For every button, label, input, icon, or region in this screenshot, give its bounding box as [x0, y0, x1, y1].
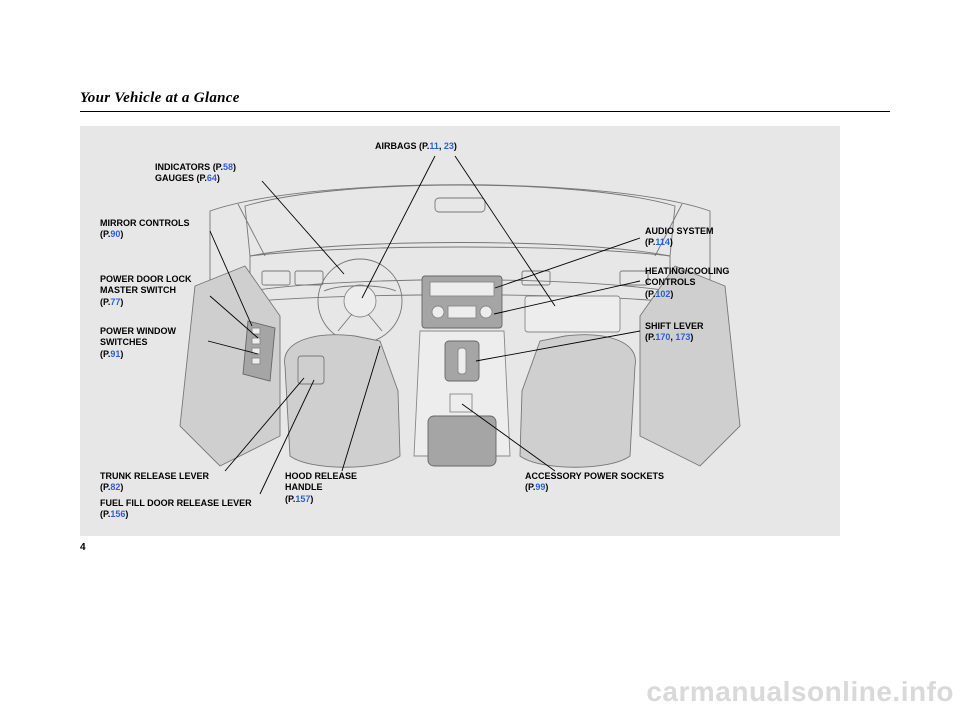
label-text: POWER DOOR LOCK: [100, 274, 192, 284]
label-text: AIRBAGS: [375, 141, 417, 151]
label-text: HANDLE: [285, 482, 323, 492]
label-paren: (P.90): [100, 229, 123, 239]
label-paren: (P.157): [285, 494, 313, 504]
label-paren: (P.170, 173): [645, 332, 693, 342]
label-text: GAUGES: [155, 173, 194, 183]
label-paren: (P.91): [100, 349, 123, 359]
label-airbags: AIRBAGS (P.11, 23): [375, 141, 457, 152]
label-text: HOOD RELEASE: [285, 471, 357, 481]
label-heating-cooling: HEATING/COOLING CONTROLS (P.102): [645, 266, 729, 300]
label-text: SHIFT LEVER: [645, 321, 704, 331]
label-trunk-release: TRUNK RELEASE LEVER (P.82): [100, 471, 209, 494]
manual-page: Your Vehicle at a Glance: [80, 90, 890, 553]
label-paren: (P.11, 23): [419, 141, 457, 151]
page-header: Your Vehicle at a Glance: [80, 90, 890, 112]
label-power-window-switches: POWER WINDOW SWITCHES (P.91): [100, 326, 176, 360]
label-paren: (P.114): [645, 237, 673, 247]
label-accessory-power-sockets: ACCESSORY POWER SOCKETS (P.99): [525, 471, 664, 494]
page-number: 4: [80, 542, 890, 553]
label-paren: (P.156): [100, 509, 128, 519]
label-paren: (P.82): [100, 482, 123, 492]
label-text: SWITCHES: [100, 337, 148, 347]
label-shift-lever: SHIFT LEVER (P.170, 173): [645, 321, 704, 344]
label-paren: (P.58): [213, 162, 236, 172]
label-audio-system: AUDIO SYSTEM (P.114): [645, 226, 714, 249]
label-mirror-controls: MIRROR CONTROLS (P.90): [100, 218, 190, 241]
label-text: CONTROLS: [645, 277, 696, 287]
label-text: MASTER SWITCH: [100, 285, 176, 295]
watermark: carmanualsonline.info: [646, 676, 954, 708]
label-text: ACCESSORY POWER SOCKETS: [525, 471, 664, 481]
label-text: MIRROR CONTROLS: [100, 218, 190, 228]
label-text: POWER WINDOW: [100, 326, 176, 336]
label-text: AUDIO SYSTEM: [645, 226, 714, 236]
label-hood-release: HOOD RELEASE HANDLE (P.157): [285, 471, 357, 505]
label-text: FUEL FILL DOOR RELEASE LEVER: [100, 498, 252, 508]
label-paren: (P.64): [197, 173, 220, 183]
label-text: INDICATORS: [155, 162, 210, 172]
label-paren: (P.99): [525, 482, 548, 492]
label-text: TRUNK RELEASE LEVER: [100, 471, 209, 481]
label-text: HEATING/COOLING: [645, 266, 729, 276]
label-power-door-lock: POWER DOOR LOCK MASTER SWITCH (P.77): [100, 274, 192, 308]
page-title: Your Vehicle at a Glance: [80, 90, 890, 107]
label-paren: (P.77): [100, 297, 123, 307]
label-paren: (P.102): [645, 289, 673, 299]
vehicle-interior-diagram: AIRBAGS (P.11, 23) INDICATORS (P.58) GAU…: [80, 126, 840, 536]
label-fuel-fill-door: FUEL FILL DOOR RELEASE LEVER (P.156): [100, 498, 252, 521]
label-indicators-gauges: INDICATORS (P.58) GAUGES (P.64): [155, 162, 236, 185]
